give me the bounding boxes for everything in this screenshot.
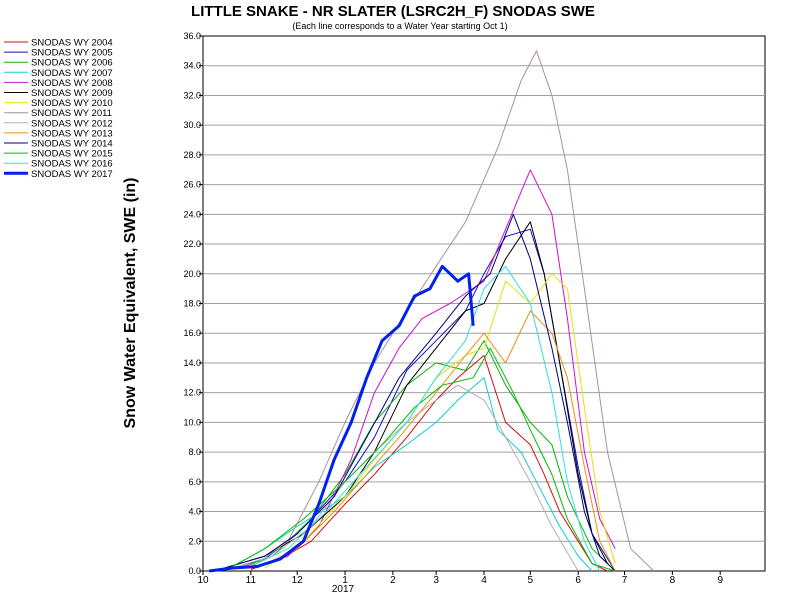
legend-label-11: SNODAS WY 2015 xyxy=(31,149,113,160)
y-tick-label: 2.0 xyxy=(188,536,201,546)
y-tick-label: 24.0 xyxy=(183,209,201,219)
y-tick-label: 14.0 xyxy=(183,358,201,368)
series-line-5 xyxy=(224,221,608,569)
y-axis-label: Snow Water Equivalent, SWE (in) xyxy=(122,178,139,429)
series-line-12 xyxy=(250,265,601,572)
legend-label-0: SNODAS WY 2004 xyxy=(31,38,113,49)
x-tick-label: 4 xyxy=(481,575,487,586)
legend-label-4: SNODAS WY 2008 xyxy=(31,78,113,89)
y-tick-label: 18.0 xyxy=(183,299,201,309)
series-line-4 xyxy=(250,169,616,569)
legend-label-6: SNODAS WY 2010 xyxy=(31,98,113,109)
gridlines xyxy=(203,65,765,542)
x-axis-year-label: 2017 xyxy=(332,584,355,595)
y-tick-label: 28.0 xyxy=(183,150,201,160)
y-tick-label: 12.0 xyxy=(183,388,201,398)
series-line-1 xyxy=(232,228,616,572)
series-line-13 xyxy=(209,264,475,573)
x-tick-label: 2 xyxy=(390,575,396,586)
y-tick-label: 36.0 xyxy=(183,31,201,41)
series-line-6 xyxy=(264,273,616,569)
x-axis: 10 11 12 1 2 3 4 5 6 7 8 9 xyxy=(197,571,723,586)
series-line-9 xyxy=(256,310,616,572)
y-tick-label: 16.0 xyxy=(183,328,201,338)
plot-area: 0.0 2.0 4.0 6.0 8.0 10.0 12.0 14.0 16.0 18.0 20.0 2… xyxy=(183,31,766,586)
legend-label-10: SNODAS WY 2014 xyxy=(31,139,113,150)
x-tick-label: 8 xyxy=(670,575,676,586)
x-tick-label: 11 xyxy=(246,575,257,586)
legend-label-13: SNODAS WY 2017 xyxy=(31,169,113,180)
y-tick-label: 10.0 xyxy=(183,417,201,427)
legend-label-12: SNODAS WY 2016 xyxy=(31,159,113,170)
legend-label-9: SNODAS WY 2013 xyxy=(31,128,113,139)
y-tick-label: 22.0 xyxy=(183,239,201,249)
series-line-0 xyxy=(250,355,608,572)
series-line-7 xyxy=(216,50,655,572)
chart-subtitle: (Each line corresponds to a Water Year s… xyxy=(292,21,507,31)
legend-label-2: SNODAS WY 2006 xyxy=(31,58,113,69)
y-tick-label: 6.0 xyxy=(188,477,201,487)
y-tick-label: 32.0 xyxy=(183,90,201,100)
y-tick-label: 26.0 xyxy=(183,180,201,190)
y-tick-label: 20.0 xyxy=(183,269,201,279)
y-tick-label: 8.0 xyxy=(188,447,201,457)
x-tick-label: 1 xyxy=(342,575,348,586)
x-tick-label: 3 xyxy=(433,575,439,586)
y-tick-label: 30.0 xyxy=(183,120,201,130)
y-axis: 0.0 2.0 4.0 6.0 8.0 10.0 12.0 14.0 16.0 18.0 20.0 2… xyxy=(183,31,203,576)
legend-label-7: SNODAS WY 2011 xyxy=(31,108,112,119)
x-tick-label: 6 xyxy=(575,575,581,586)
y-tick-label: 4.0 xyxy=(188,507,201,517)
series-line-2 xyxy=(239,340,616,572)
x-tick-label: 10 xyxy=(197,575,209,586)
legend-label-5: SNODAS WY 2009 xyxy=(31,88,113,99)
x-tick-label: 12 xyxy=(292,575,304,586)
y-tick-label: 0.0 xyxy=(188,566,201,576)
legend-label-3: SNODAS WY 2007 xyxy=(31,68,113,79)
series-lines xyxy=(209,50,655,573)
chart-title: LITTLE SNAKE - NR SLATER (LSRC2H_F) SNOD… xyxy=(191,3,595,20)
x-tick-label: 9 xyxy=(717,575,723,586)
legend-label-1: SNODAS WY 2005 xyxy=(31,48,113,59)
x-tick-label: 5 xyxy=(528,575,534,586)
legend-label-8: SNODAS WY 2012 xyxy=(31,118,113,129)
x-tick-label: 7 xyxy=(622,575,628,586)
y-tick-label: 34.0 xyxy=(183,61,201,71)
